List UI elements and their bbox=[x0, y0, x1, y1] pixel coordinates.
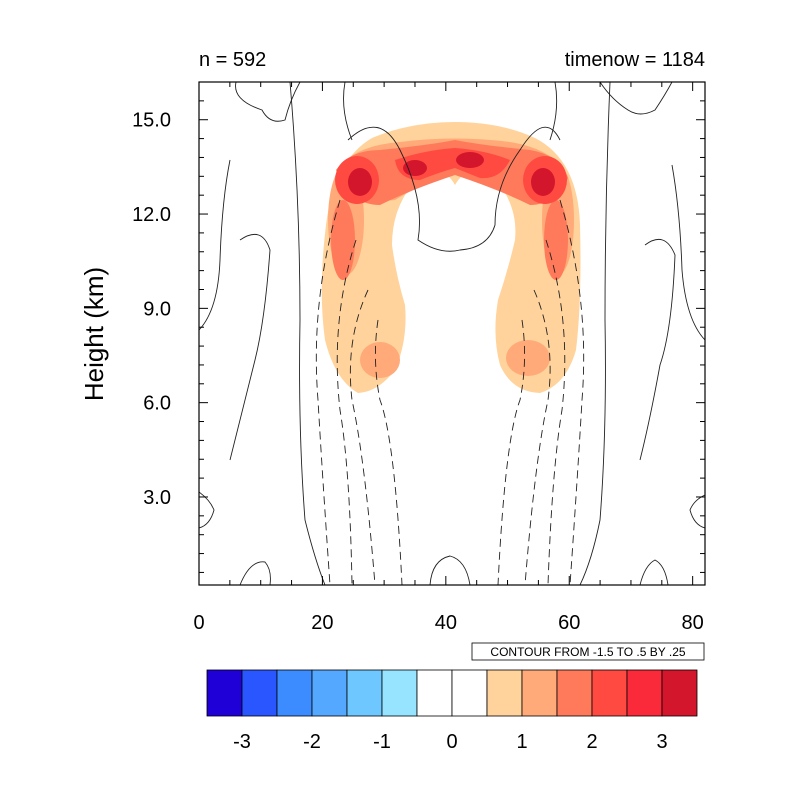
contour-note-box bbox=[471, 642, 705, 661]
colorbar-box bbox=[486, 669, 523, 717]
colorbar-box bbox=[276, 669, 313, 717]
colorbar-tick-label: 1 bbox=[516, 731, 527, 753]
colorbar-tick-label: -3 bbox=[233, 731, 251, 753]
x-tick-label: 40 bbox=[435, 612, 457, 634]
colorbar-tick-label: -1 bbox=[373, 731, 391, 753]
x-tick-label: 20 bbox=[311, 612, 333, 634]
colorbar-box bbox=[416, 669, 453, 717]
colorbar-box bbox=[241, 669, 278, 717]
colorbar-tick-label: 0 bbox=[446, 731, 457, 753]
negative-contours bbox=[315, 199, 585, 585]
y-tick-label: 3.0 bbox=[143, 487, 171, 509]
title-left: n = 592 bbox=[199, 49, 266, 71]
y-tick-label: 6.0 bbox=[143, 393, 171, 415]
x-tick-label: 80 bbox=[682, 612, 704, 634]
colorbar-box bbox=[521, 669, 558, 717]
colorbar-labels: -3 -2 -1 0 1 2 3 bbox=[233, 731, 667, 753]
colorbar-box bbox=[311, 669, 348, 717]
shading-level-3 bbox=[331, 140, 568, 280]
colorbar-box bbox=[346, 669, 383, 717]
x-tick-label: 0 bbox=[193, 612, 204, 634]
colorbar-box bbox=[206, 669, 243, 717]
colorbar-box bbox=[591, 669, 628, 717]
y-axis-ticks: 3.0 6.0 9.0 12.0 15.0 bbox=[132, 81, 705, 573]
colorbar-box bbox=[451, 669, 488, 717]
x-axis-ticks: 0 20 40 60 80 bbox=[193, 82, 704, 634]
colorbar bbox=[206, 669, 698, 717]
y-tick-label: 9.0 bbox=[143, 298, 171, 320]
colorbar-tick-label: 2 bbox=[586, 731, 597, 753]
colorbar-box bbox=[661, 669, 698, 717]
colorbar-tick-label: 3 bbox=[656, 731, 667, 753]
shading-level-5 bbox=[348, 152, 555, 196]
plot-frame bbox=[198, 81, 706, 586]
y-axis-label: Height (km) bbox=[79, 267, 109, 401]
title-right: timenow = 1184 bbox=[565, 49, 705, 71]
y-tick-label: 12.0 bbox=[132, 204, 171, 226]
colorbar-tick-label: -2 bbox=[303, 731, 321, 753]
contour-note: CONTOUR FROM -1.5 TO .5 BY .25 bbox=[490, 645, 685, 659]
colorbar-box bbox=[381, 669, 418, 717]
colorbar-box bbox=[626, 669, 663, 717]
x-tick-label: 60 bbox=[558, 612, 580, 634]
colorbar-box bbox=[556, 669, 593, 717]
plot-area bbox=[199, 82, 705, 585]
y-tick-label: 15.0 bbox=[132, 110, 171, 132]
